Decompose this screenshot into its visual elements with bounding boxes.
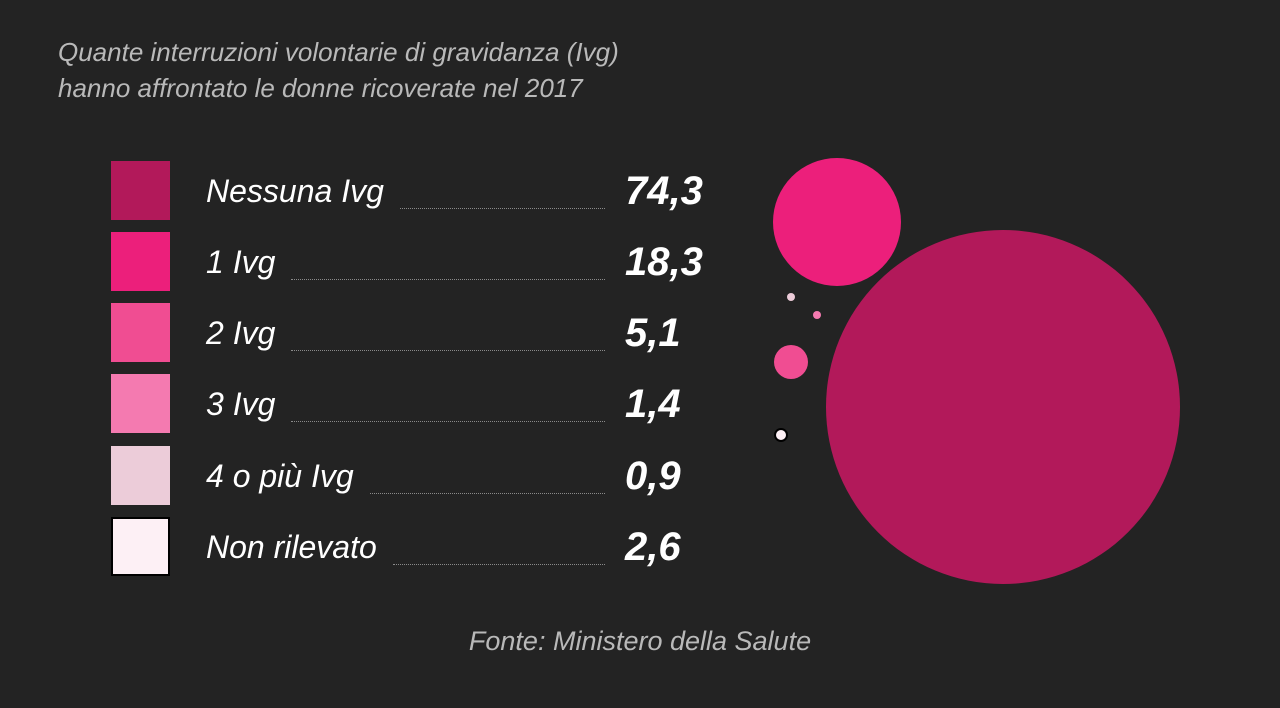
legend-label: 3 Ivg — [206, 386, 276, 422]
legend-swatch — [111, 374, 170, 433]
bubble-nessuna-ivg — [826, 230, 1180, 584]
leader-line — [369, 493, 605, 494]
legend-row: 1 Ivg 18,3 — [0, 232, 760, 292]
bubble-4-o-pi-ivg — [787, 293, 795, 301]
leader-line — [291, 421, 605, 422]
bubble-3-ivg — [813, 311, 821, 319]
bubble-2-ivg — [774, 345, 808, 379]
source-note: Fonte: Ministero della Salute — [468, 626, 812, 656]
bubble-non-rilevato — [774, 428, 788, 442]
value-label: 5,1 — [625, 311, 681, 355]
legend-swatch — [111, 446, 170, 505]
legend-row: Nessuna Ivg 74,3 — [0, 161, 760, 221]
legend-swatch — [111, 232, 170, 291]
legend-row: Non rilevato 2,6 — [0, 517, 760, 577]
value-label: 1,4 — [625, 382, 681, 426]
chart-title: Quante interruzioni volontarie di gravid… — [58, 34, 758, 106]
legend-label: Non rilevato — [206, 529, 377, 565]
legend-row: 4 o più Ivg 0,9 — [0, 446, 760, 506]
leader-line — [392, 564, 605, 565]
legend-label: 2 Ivg — [206, 315, 276, 351]
value-label: 18,3 — [625, 240, 703, 284]
value-label: 2,6 — [625, 525, 681, 569]
value-label: 0,9 — [625, 454, 681, 498]
bubble-chart — [773, 158, 1180, 584]
legend-swatch — [111, 517, 170, 576]
legend-swatch — [111, 161, 170, 220]
legend-row: 2 Ivg 5,1 — [0, 303, 760, 363]
value-label: 74,3 — [625, 169, 703, 213]
legend-label: 4 o più Ivg — [206, 458, 354, 494]
chart-title-line-1: Quante interruzioni volontarie di gravid… — [58, 37, 619, 67]
leader-line — [291, 279, 605, 280]
leader-line — [399, 208, 605, 209]
legend-row: 3 Ivg 1,4 — [0, 374, 760, 434]
bubble-1-ivg — [773, 158, 901, 286]
legend-swatch — [111, 303, 170, 362]
leader-line — [291, 350, 605, 351]
legend-label: Nessuna Ivg — [206, 173, 384, 209]
chart-title-line-2: hanno affrontato le donne ricoverate nel… — [58, 73, 583, 103]
legend-label: 1 Ivg — [206, 244, 276, 280]
